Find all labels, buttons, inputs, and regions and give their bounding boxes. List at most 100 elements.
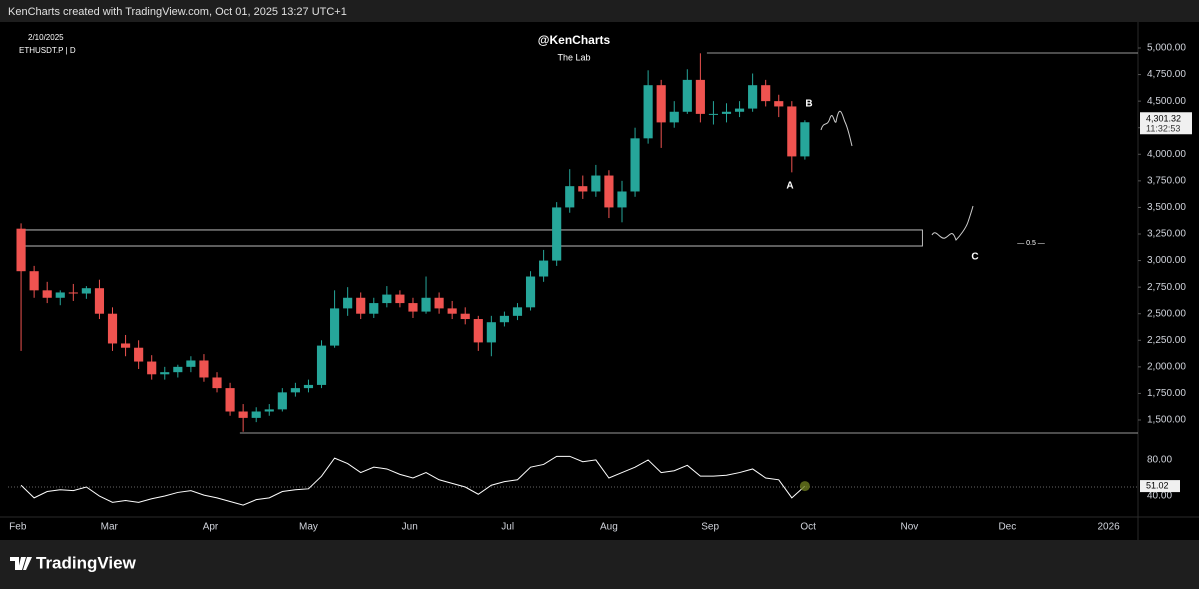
- candle-body: [774, 101, 784, 107]
- candle-body: [643, 85, 653, 139]
- logo: TradingView: [10, 553, 137, 572]
- candle-body: [708, 113, 719, 115]
- rsi-tick-label: 40.00: [1147, 491, 1172, 502]
- candle-body: [761, 85, 771, 102]
- candle-body: [460, 313, 470, 320]
- candle-body: [499, 315, 509, 323]
- date: 2/10/2025: [28, 33, 64, 42]
- candle-body: [721, 111, 732, 114]
- candle-body: [225, 388, 235, 412]
- chart-area: [0, 22, 1199, 540]
- candle-body: [199, 360, 209, 378]
- candle-body: [81, 288, 91, 294]
- chart-title: @KenCharts: [538, 33, 611, 47]
- candle-body: [303, 384, 314, 389]
- candle-body: [421, 297, 431, 312]
- candle-body: [604, 175, 614, 208]
- candle-body: [94, 288, 105, 314]
- annotation: — 0.5 —: [1017, 240, 1045, 247]
- candle-body: [682, 79, 692, 112]
- candle-body: [408, 303, 418, 312]
- candle-body: [656, 85, 666, 123]
- y-tick-label: 3,500.00: [1147, 202, 1186, 213]
- y-tick-label: 2,000.00: [1147, 361, 1186, 372]
- candle-body: [186, 360, 196, 367]
- x-tick-label: Nov: [900, 522, 918, 533]
- x-tick-label: Apr: [203, 522, 219, 533]
- candle-body: [591, 175, 601, 192]
- y-tick-label: 1,500.00: [1147, 415, 1186, 426]
- candle-body: [578, 186, 588, 192]
- candle-body: [395, 294, 405, 304]
- candle-body: [473, 319, 483, 343]
- y-tick-label: 4,000.00: [1147, 149, 1186, 160]
- candle-body: [512, 307, 523, 316]
- annotation: B: [805, 99, 812, 110]
- candle-body: [251, 411, 261, 418]
- candle-body: [539, 260, 549, 277]
- candle-body: [343, 297, 353, 309]
- candle-body: [121, 343, 131, 348]
- x-tick-label: 2026: [1097, 522, 1120, 533]
- annotation: C: [971, 252, 978, 263]
- x-tick-label: Dec: [998, 522, 1016, 533]
- candle-body: [134, 347, 144, 362]
- rsi-tag-label: 51.02: [1146, 480, 1169, 490]
- candle-body: [55, 292, 65, 298]
- symbol: ETHUSDT.P | D: [19, 46, 76, 55]
- candle-body: [316, 345, 327, 385]
- candle-body: [68, 292, 78, 294]
- candle-body: [787, 106, 797, 157]
- y-tick-label: 5,000.00: [1147, 43, 1186, 54]
- candle-body: [552, 207, 562, 261]
- countdown: 11:32:53: [1146, 124, 1180, 134]
- candle-body: [212, 377, 222, 389]
- candle-body: [42, 290, 52, 298]
- candle-body: [173, 366, 183, 373]
- logo-mark: [10, 557, 32, 570]
- x-tick-label: Aug: [600, 522, 618, 533]
- price-tag-label: 4,301.32: [1146, 114, 1181, 124]
- candle-body: [160, 372, 170, 375]
- candle-body: [525, 276, 536, 308]
- x-tick-label: Jul: [501, 522, 514, 533]
- subtitle: The Lab: [557, 52, 590, 62]
- logo-text: TradingView: [36, 553, 137, 572]
- candle-body: [669, 111, 679, 123]
- candle-body: [290, 388, 300, 393]
- y-tick-label: 3,250.00: [1147, 229, 1186, 240]
- y-tick-label: 4,500.00: [1147, 96, 1186, 107]
- candle-body: [29, 271, 39, 291]
- candle-body: [330, 308, 340, 346]
- x-tick-label: Sep: [701, 522, 719, 533]
- candle-body: [695, 79, 705, 114]
- y-tick-label: 2,250.00: [1147, 335, 1186, 346]
- candle-body: [617, 191, 627, 208]
- candle-body: [734, 108, 745, 112]
- rsi-line: [20, 455, 806, 506]
- candle-body: [277, 392, 287, 410]
- x-tick-label: Oct: [800, 522, 816, 533]
- candle-body: [369, 303, 379, 314]
- candle-body: [800, 122, 810, 157]
- candle-body: [356, 297, 366, 314]
- x-tick-label: May: [299, 522, 318, 533]
- projection: [820, 110, 853, 147]
- candle-body: [748, 85, 758, 109]
- annotation: A: [786, 181, 793, 192]
- candle-body: [107, 313, 118, 344]
- price-tag: [1140, 112, 1192, 135]
- x-tick-label: Mar: [101, 522, 119, 533]
- y-tick-label: 2,500.00: [1147, 308, 1186, 319]
- candle-body: [147, 361, 157, 375]
- y-tick-label: 3,750.00: [1147, 175, 1186, 186]
- candle-body: [447, 308, 457, 314]
- candle-body: [434, 297, 444, 309]
- projection: [931, 205, 974, 241]
- x-tick-label: Jun: [402, 522, 418, 533]
- y-tick-label: 3,000.00: [1147, 255, 1186, 266]
- y-tick-label: 2,750.00: [1147, 282, 1186, 293]
- candle-body: [264, 409, 274, 412]
- rsi-tag: [1140, 480, 1180, 493]
